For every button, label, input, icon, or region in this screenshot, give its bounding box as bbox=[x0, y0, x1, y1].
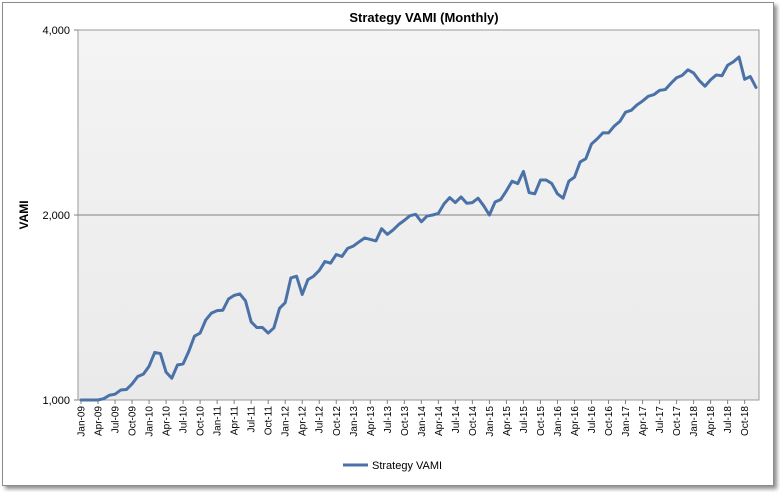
x-tick-label: Apr-13 bbox=[366, 406, 377, 436]
x-tick-label: Jan-10 bbox=[145, 406, 156, 437]
x-tick-label: Jan-12 bbox=[281, 406, 292, 437]
x-tick-label: Apr-18 bbox=[706, 406, 717, 436]
x-tick-label: Jul-15 bbox=[519, 406, 530, 434]
x-tick-label: Oct-13 bbox=[400, 406, 411, 436]
x-tick-label: Apr-17 bbox=[638, 406, 649, 436]
x-tick-label: Oct-15 bbox=[536, 406, 547, 436]
x-tick-label: Oct-11 bbox=[264, 406, 275, 436]
x-tick-label: Jul-16 bbox=[587, 406, 598, 434]
x-axis-ticks: Jan-09 Apr-09 Jul-09 Oct-09 Jan-10 Apr-10 Jul-… bbox=[77, 400, 751, 437]
x-tick-label: Apr-09 bbox=[94, 406, 105, 436]
x-tick-label: Jan-18 bbox=[689, 406, 700, 437]
x-tick-label: Jan-16 bbox=[553, 406, 564, 437]
x-tick-label: Jan-11 bbox=[213, 406, 224, 436]
x-tick-label: Jul-14 bbox=[451, 406, 462, 434]
y-tick-label: 1,000 bbox=[42, 395, 70, 407]
x-tick-label: Oct-17 bbox=[672, 406, 683, 436]
x-tick-label: Jul-09 bbox=[111, 406, 122, 434]
x-tick-label: Apr-15 bbox=[502, 406, 513, 436]
x-tick-label: Apr-14 bbox=[434, 406, 445, 436]
x-tick-label: Oct-14 bbox=[468, 406, 479, 436]
x-tick-label: Oct-12 bbox=[332, 406, 343, 436]
chart-title: Strategy VAMI (Monthly) bbox=[349, 10, 498, 25]
legend-label-strategy-vami: Strategy VAMI bbox=[372, 460, 442, 472]
x-tick-label: Jan-15 bbox=[485, 406, 496, 437]
x-tick-label: Oct-09 bbox=[128, 406, 139, 436]
y-axis-title: VAMI bbox=[17, 200, 31, 229]
x-tick-label: Oct-10 bbox=[196, 406, 207, 436]
x-tick-label: Apr-10 bbox=[162, 406, 173, 436]
y-tick-label: 4,000 bbox=[42, 25, 70, 37]
x-tick-label: Jan-14 bbox=[417, 406, 428, 437]
x-tick-label: Oct-16 bbox=[604, 406, 615, 436]
x-tick-label: Apr-11 bbox=[230, 406, 241, 436]
legend: Strategy VAMI bbox=[343, 460, 442, 472]
x-tick-label: Apr-16 bbox=[570, 406, 581, 436]
x-tick-label: Jul-12 bbox=[315, 406, 326, 434]
x-tick-label: Jul-13 bbox=[383, 406, 394, 434]
x-tick-label: Apr-12 bbox=[298, 406, 309, 436]
series-line-strategy-vami bbox=[79, 55, 758, 402]
x-tick-label: Jan-17 bbox=[621, 406, 632, 437]
x-tick-label: Jul-18 bbox=[723, 406, 734, 434]
x-tick-label: Oct-18 bbox=[740, 406, 751, 436]
x-tick-label: Jul-11 bbox=[247, 406, 258, 433]
y-axis-ticks: 1,000 2,000 4,000 bbox=[42, 25, 78, 407]
x-tick-label: Jul-17 bbox=[655, 406, 666, 434]
x-tick-label: Jul-10 bbox=[179, 406, 190, 434]
y-tick-label: 2,000 bbox=[42, 210, 70, 222]
x-tick-label: Jan-09 bbox=[77, 406, 88, 437]
x-tick-label: Jan-13 bbox=[349, 406, 360, 437]
